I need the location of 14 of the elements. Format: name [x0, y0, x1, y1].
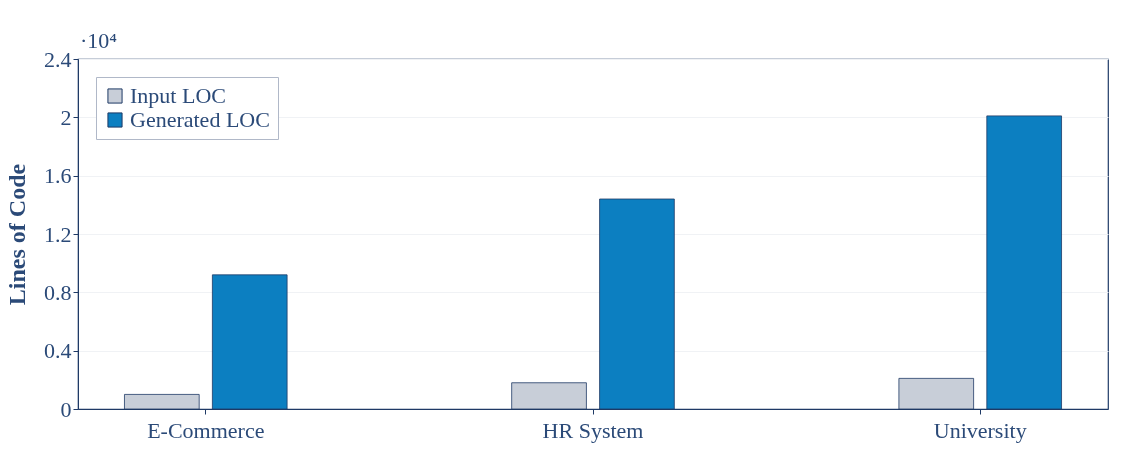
text: ·10⁴ [80, 28, 118, 53]
legend-label: Generated LOC [130, 107, 270, 132]
y-tick-label: 2 [60, 104, 72, 130]
x-tick-label: University [933, 417, 1027, 443]
legend-label: Input LOC [130, 83, 226, 108]
y-tick-label: 2.4 [44, 46, 72, 72]
x-tick-label: HR System [542, 417, 644, 443]
y-tick-label: 1.6 [44, 163, 72, 189]
y-tick-label: 0.4 [44, 338, 72, 364]
y-tick-label: 1.2 [44, 221, 72, 247]
y-tick-label: 0 [60, 396, 72, 422]
x-tick-label: E-Commerce [147, 417, 265, 443]
y-tick-label: 0.8 [44, 279, 72, 305]
y-axis-title: Lines of Code [4, 163, 30, 306]
